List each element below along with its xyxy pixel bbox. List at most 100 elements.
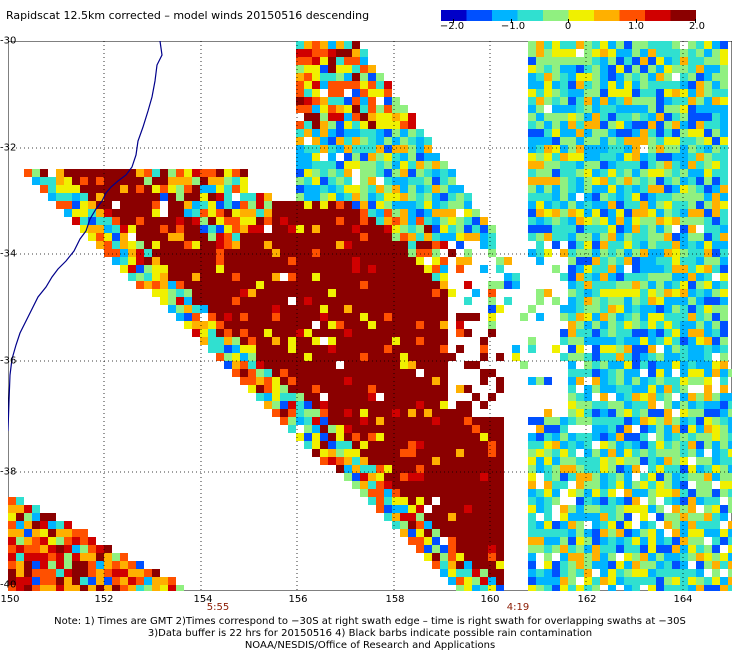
wind-cell — [680, 345, 688, 353]
wind-cell — [408, 305, 416, 313]
wind-cell — [560, 177, 568, 185]
wind-cell — [680, 185, 688, 193]
wind-cell — [352, 409, 360, 417]
wind-cell — [336, 457, 344, 465]
wind-cell — [688, 193, 696, 201]
wind-cell — [96, 585, 104, 591]
wind-cell — [664, 377, 672, 385]
wind-cell — [400, 529, 408, 537]
wind-cell — [464, 257, 472, 265]
wind-cell — [328, 377, 336, 385]
wind-cell — [672, 289, 680, 297]
wind-cell — [448, 409, 456, 417]
wind-cell — [664, 129, 672, 137]
wind-cell — [320, 129, 328, 137]
wind-cell — [608, 249, 616, 257]
wind-cell — [144, 201, 152, 209]
wind-cell — [528, 153, 536, 161]
wind-cell — [288, 225, 296, 233]
wind-cell — [624, 497, 632, 505]
wind-cell — [392, 313, 400, 321]
wind-cell — [600, 201, 608, 209]
wind-cell — [240, 337, 248, 345]
wind-cell — [624, 561, 632, 569]
wind-cell — [704, 529, 712, 537]
wind-cell — [328, 121, 336, 129]
wind-cell — [456, 529, 464, 537]
wind-cell — [304, 193, 312, 201]
wind-cell — [600, 457, 608, 465]
wind-cell — [168, 169, 176, 177]
wind-cell — [672, 569, 680, 577]
wind-cell — [480, 457, 488, 465]
wind-cell — [384, 481, 392, 489]
wind-cell — [256, 385, 264, 393]
wind-cell — [664, 321, 672, 329]
wind-cell — [608, 217, 616, 225]
wind-cell — [464, 537, 472, 545]
wind-cell — [688, 505, 696, 513]
wind-cell — [544, 561, 552, 569]
wind-cell — [344, 361, 352, 369]
wind-cell — [592, 561, 600, 569]
wind-cell — [240, 313, 248, 321]
wind-cell — [216, 289, 224, 297]
wind-cell — [368, 209, 376, 217]
wind-cell — [304, 121, 312, 129]
wind-cell — [656, 209, 664, 217]
wind-cell — [192, 169, 200, 177]
wind-cell — [400, 345, 408, 353]
wind-cell — [112, 209, 120, 217]
wind-cell — [368, 481, 376, 489]
wind-cell — [576, 73, 584, 81]
wind-cell — [584, 553, 592, 561]
wind-cell — [264, 369, 272, 377]
wind-cell — [688, 209, 696, 217]
wind-cell — [552, 545, 560, 553]
wind-cell — [704, 369, 712, 377]
wind-cell — [616, 377, 624, 385]
wind-cell — [536, 89, 544, 97]
wind-cell — [408, 145, 416, 153]
wind-cell — [440, 521, 448, 529]
wind-cell — [712, 145, 720, 153]
wind-cell — [568, 473, 576, 481]
wind-cell — [440, 409, 448, 417]
wind-cell — [224, 169, 232, 177]
wind-cell — [720, 417, 728, 425]
wind-cell — [472, 577, 480, 585]
wind-cell — [384, 169, 392, 177]
wind-cell — [128, 217, 136, 225]
wind-cell — [384, 377, 392, 385]
wind-cell — [336, 345, 344, 353]
wind-cell — [456, 457, 464, 465]
wind-cell — [312, 217, 320, 225]
wind-cell — [416, 489, 424, 497]
wind-cell — [696, 345, 704, 353]
wind-cell — [336, 417, 344, 425]
wind-cell — [432, 441, 440, 449]
wind-cell — [360, 489, 368, 497]
wind-cell — [576, 561, 584, 569]
wind-cell — [624, 105, 632, 113]
wind-cell — [336, 329, 344, 337]
wind-cell — [680, 209, 688, 217]
wind-cell — [408, 217, 416, 225]
colorbar-segment — [619, 10, 646, 21]
wind-cell — [544, 153, 552, 161]
wind-cell — [568, 161, 576, 169]
wind-cell — [472, 441, 480, 449]
wind-cell — [464, 193, 472, 201]
wind-cell — [352, 481, 360, 489]
wind-cell — [728, 521, 732, 529]
wind-cell — [160, 289, 168, 297]
wind-cell — [416, 409, 424, 417]
wind-cell — [360, 345, 368, 353]
wind-cell — [400, 233, 408, 241]
wind-cell — [336, 49, 344, 57]
wind-cell — [352, 289, 360, 297]
wind-cell — [656, 297, 664, 305]
wind-cell — [56, 529, 64, 537]
wind-cell — [448, 449, 456, 457]
wind-cell — [320, 305, 328, 313]
